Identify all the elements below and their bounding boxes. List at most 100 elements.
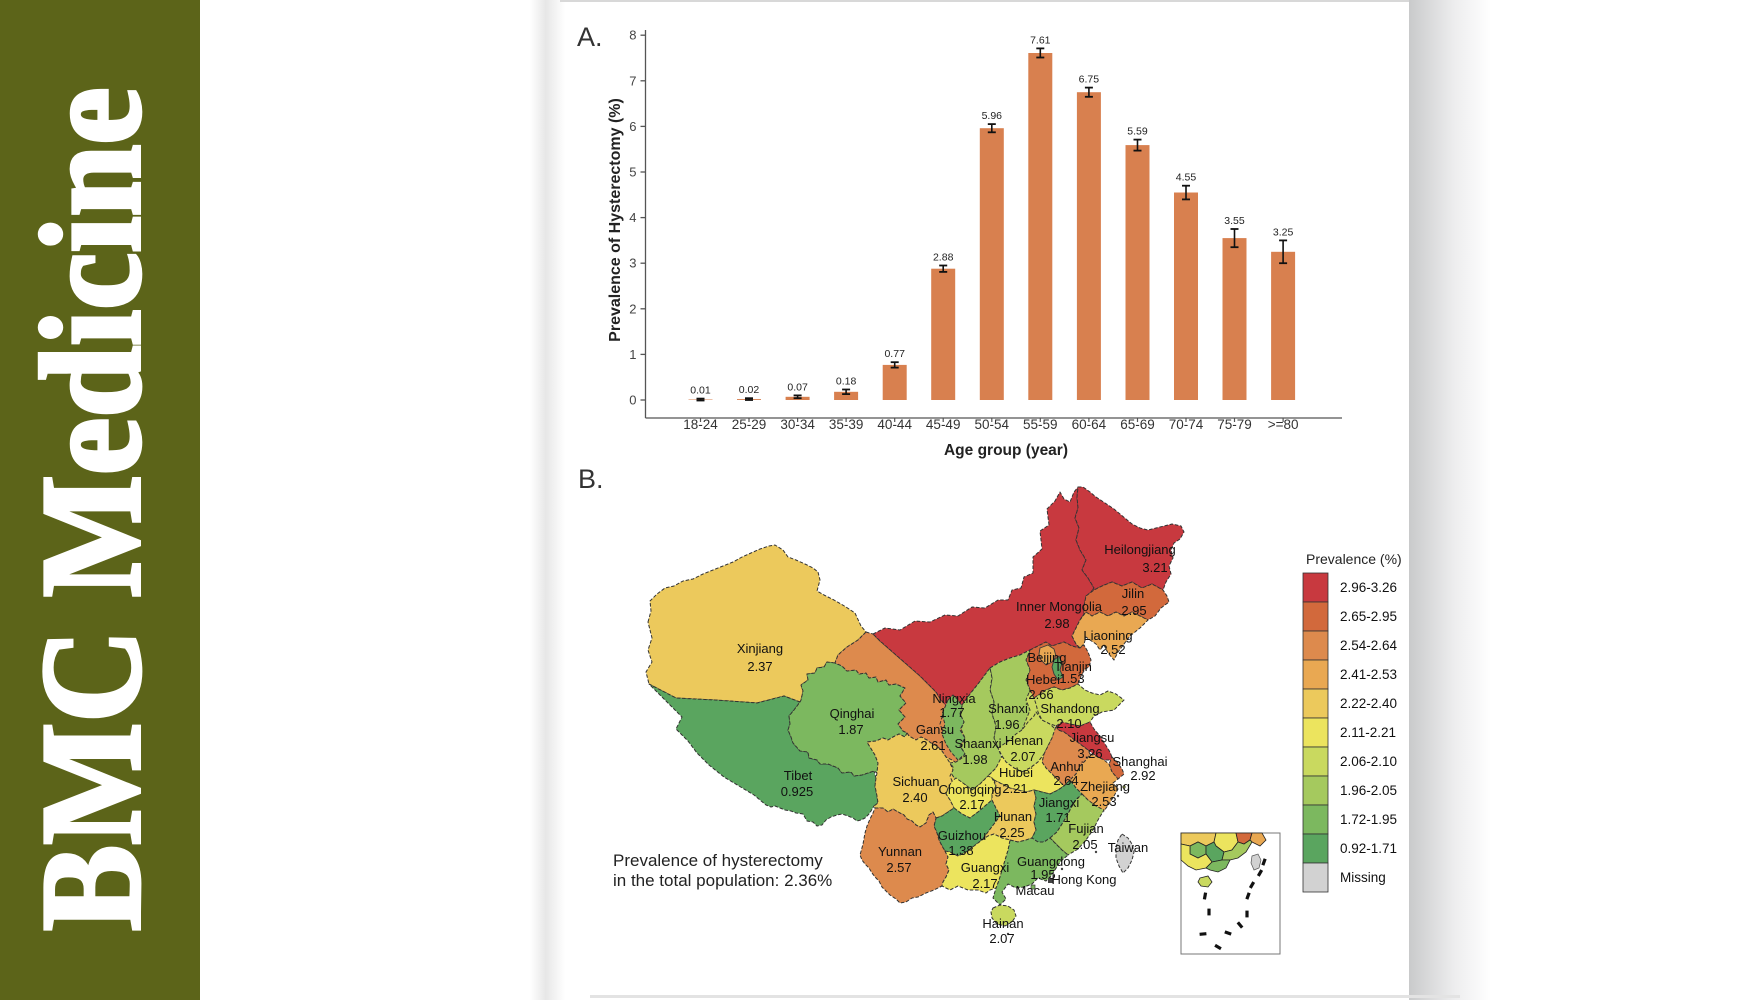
svg-text:Missing: Missing bbox=[1340, 870, 1386, 885]
svg-text:0.01: 0.01 bbox=[690, 385, 711, 397]
svg-text:2.57: 2.57 bbox=[886, 860, 911, 875]
svg-text:2.40: 2.40 bbox=[902, 790, 927, 805]
svg-text:Yunnan: Yunnan bbox=[878, 844, 922, 859]
svg-text:Guizhou: Guizhou bbox=[938, 828, 986, 843]
svg-text:Guangdong: Guangdong bbox=[1017, 854, 1085, 869]
svg-text:0.18: 0.18 bbox=[836, 376, 857, 388]
svg-text:2.06-2.10: 2.06-2.10 bbox=[1340, 754, 1397, 769]
svg-text:2.11-2.21: 2.11-2.21 bbox=[1340, 725, 1396, 740]
svg-text:2.17: 2.17 bbox=[959, 797, 984, 812]
svg-text:Chongqing: Chongqing bbox=[939, 782, 1002, 797]
svg-text:3.21: 3.21 bbox=[1142, 560, 1167, 575]
svg-text:50-54: 50-54 bbox=[975, 417, 1010, 432]
svg-text:6: 6 bbox=[629, 119, 636, 134]
svg-text:1.38: 1.38 bbox=[948, 843, 973, 858]
svg-text:7: 7 bbox=[629, 73, 636, 88]
svg-text:B.: B. bbox=[578, 464, 604, 494]
svg-text:Qinghai: Qinghai bbox=[830, 706, 875, 721]
svg-text:1.96: 1.96 bbox=[994, 717, 1019, 732]
svg-text:1: 1 bbox=[629, 347, 636, 362]
svg-text:1.87: 1.87 bbox=[838, 722, 863, 737]
svg-text:2.10: 2.10 bbox=[1056, 716, 1081, 731]
svg-text:1.96-2.05: 1.96-2.05 bbox=[1340, 783, 1397, 798]
svg-text:2.52: 2.52 bbox=[1100, 642, 1125, 657]
svg-text:75-79: 75-79 bbox=[1217, 417, 1252, 432]
svg-text:Fujian: Fujian bbox=[1068, 821, 1103, 836]
svg-text:2.07: 2.07 bbox=[989, 931, 1014, 946]
svg-text:Prevalence of Hysterectomy (%): Prevalence of Hysterectomy (%) bbox=[607, 98, 624, 342]
svg-text:Hunan: Hunan bbox=[994, 809, 1032, 824]
svg-text:Hubei: Hubei bbox=[999, 765, 1033, 780]
svg-text:3.25: 3.25 bbox=[1273, 226, 1294, 238]
svg-text:A.: A. bbox=[577, 22, 603, 52]
svg-text:2: 2 bbox=[629, 301, 636, 316]
svg-text:2.96-3.26: 2.96-3.26 bbox=[1340, 580, 1397, 595]
svg-text:5.96: 5.96 bbox=[982, 110, 1003, 122]
svg-text:3: 3 bbox=[629, 256, 636, 271]
svg-text:Liaoning: Liaoning bbox=[1083, 628, 1132, 643]
svg-text:Shandong: Shandong bbox=[1040, 701, 1099, 716]
svg-text:Anhui: Anhui bbox=[1050, 759, 1083, 774]
svg-text:Heilongjiang: Heilongjiang bbox=[1104, 542, 1176, 557]
svg-text:7.61: 7.61 bbox=[1030, 34, 1051, 46]
svg-text:30-34: 30-34 bbox=[780, 417, 815, 432]
svg-text:3.26: 3.26 bbox=[1077, 746, 1102, 761]
svg-text:2.65-2.95: 2.65-2.95 bbox=[1340, 609, 1397, 624]
svg-text:2.25: 2.25 bbox=[999, 825, 1024, 840]
svg-text:Prevalence of hysterectomy: Prevalence of hysterectomy bbox=[613, 851, 823, 870]
svg-text:1.95: 1.95 bbox=[1030, 867, 1055, 882]
svg-text:Shanghai: Shanghai bbox=[1113, 754, 1168, 769]
svg-text:55-59: 55-59 bbox=[1023, 417, 1058, 432]
svg-text:Hong Kong: Hong Kong bbox=[1051, 872, 1116, 887]
svg-text:2.64: 2.64 bbox=[1053, 773, 1078, 788]
svg-text:2.88: 2.88 bbox=[933, 252, 954, 264]
svg-text:25-29: 25-29 bbox=[732, 417, 767, 432]
svg-text:5.59: 5.59 bbox=[1127, 126, 1148, 138]
svg-text:Hainan: Hainan bbox=[982, 916, 1023, 931]
svg-text:60-64: 60-64 bbox=[1072, 417, 1107, 432]
svg-text:>=80: >=80 bbox=[1268, 417, 1299, 432]
svg-text:Jilin: Jilin bbox=[1122, 586, 1144, 601]
svg-text:Shanxi: Shanxi bbox=[988, 701, 1028, 716]
svg-text:65-69: 65-69 bbox=[1120, 417, 1155, 432]
svg-text:3.55: 3.55 bbox=[1224, 215, 1245, 227]
svg-text:2.66: 2.66 bbox=[1028, 687, 1053, 702]
svg-text:2.37: 2.37 bbox=[747, 659, 772, 674]
svg-text:0.92-1.71: 0.92-1.71 bbox=[1340, 841, 1397, 856]
svg-text:2.41-2.53: 2.41-2.53 bbox=[1340, 667, 1397, 682]
svg-text:1.53: 1.53 bbox=[1059, 671, 1084, 686]
svg-text:1.72-1.95: 1.72-1.95 bbox=[1340, 812, 1397, 827]
svg-text:Prevalence (%): Prevalence (%) bbox=[1306, 551, 1402, 567]
svg-text:Jiangxi: Jiangxi bbox=[1039, 795, 1080, 810]
svg-text:Tibet: Tibet bbox=[784, 768, 813, 783]
svg-text:2.95: 2.95 bbox=[1121, 603, 1146, 618]
svg-text:2.54-2.64: 2.54-2.64 bbox=[1340, 638, 1398, 653]
svg-text:2.07: 2.07 bbox=[1010, 749, 1035, 764]
svg-text:Guangxi: Guangxi bbox=[961, 860, 1010, 875]
svg-text:70-74: 70-74 bbox=[1169, 417, 1204, 432]
svg-text:Inner Mongolia: Inner Mongolia bbox=[1016, 599, 1103, 614]
svg-text:2.17: 2.17 bbox=[972, 876, 997, 891]
svg-text:4: 4 bbox=[629, 210, 636, 225]
svg-text:Tianjin: Tianjin bbox=[1054, 659, 1092, 674]
svg-text:Jiangsu: Jiangsu bbox=[1070, 730, 1115, 745]
svg-text:2.92: 2.92 bbox=[1130, 768, 1155, 783]
svg-text:Hebei: Hebei bbox=[1026, 672, 1060, 687]
svg-text:5: 5 bbox=[629, 165, 636, 180]
svg-text:8: 8 bbox=[629, 28, 636, 43]
svg-text:Ningxia: Ningxia bbox=[932, 691, 976, 706]
svg-text:Macau: Macau bbox=[1015, 883, 1054, 898]
svg-text:2.98: 2.98 bbox=[1044, 616, 1069, 631]
svg-text:1.71: 1.71 bbox=[1045, 810, 1070, 825]
svg-text:0: 0 bbox=[629, 393, 636, 408]
svg-text:0.02: 0.02 bbox=[739, 384, 760, 396]
svg-text:Henan: Henan bbox=[1005, 733, 1043, 748]
svg-text:18-24: 18-24 bbox=[683, 417, 718, 432]
svg-text:Shaanxi: Shaanxi bbox=[955, 736, 1002, 751]
svg-text:35-39: 35-39 bbox=[829, 417, 864, 432]
svg-text:4.55: 4.55 bbox=[1176, 172, 1197, 184]
svg-text:2.21: 2.21 bbox=[1002, 781, 1027, 796]
svg-text:Beijing: Beijing bbox=[1027, 650, 1066, 665]
svg-text:2.61: 2.61 bbox=[920, 738, 945, 753]
svg-text:0.07: 0.07 bbox=[787, 381, 808, 393]
